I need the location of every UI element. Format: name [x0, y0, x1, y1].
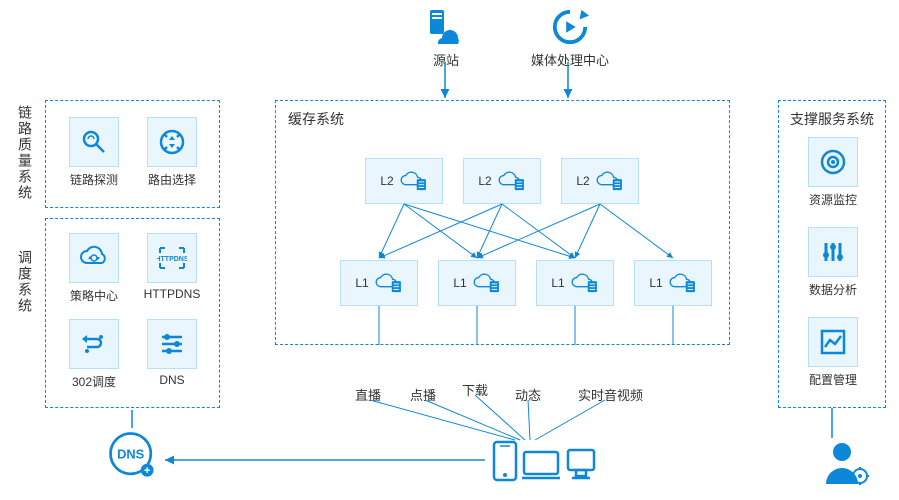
origin-label: 源站 [422, 50, 470, 69]
cloud-server-icon [473, 272, 501, 294]
l1-label-3: L1 [649, 276, 662, 290]
admin-icon [820, 440, 870, 489]
svg-text:HTTPDNS: HTTPDNS [157, 256, 187, 263]
monitor-card: 资源监控 [801, 137, 865, 208]
l2-node-1: L2 [463, 158, 541, 204]
client-dl: 下载 [462, 380, 488, 399]
support-panel: 支撑服务系统 资源监控 数据分析 配置管理 [778, 100, 886, 408]
httpdns-card: HTTPDNS HTTPDNS [142, 233, 202, 301]
analytics-card: 数据分析 [801, 227, 865, 298]
dns-label: DNS [142, 373, 202, 387]
302-label: 302调度 [64, 373, 124, 390]
analytics-label: 数据分析 [801, 281, 865, 298]
client-vod: 点播 [410, 385, 436, 404]
dns-circle-text: DNS [117, 446, 145, 461]
redirect-icon [69, 319, 119, 369]
sliders-icon [147, 319, 197, 369]
httpdns-label: HTTPDNS [142, 287, 202, 301]
l1-node-1: L1 [438, 260, 516, 306]
route-select-label: 路由选择 [142, 171, 202, 188]
strategy-center-label: 策略中心 [64, 287, 124, 304]
route-select-card: 路由选择 [142, 117, 202, 188]
cache-title: 缓存系统 [288, 109, 344, 129]
l2-label-2: L2 [576, 174, 589, 188]
devices-icon [492, 440, 602, 487]
cloud-server-icon [596, 170, 624, 192]
link-probe-card: 链路探测 [64, 117, 124, 188]
302-card: 302调度 [64, 319, 124, 390]
client-dynamic: 动态 [515, 385, 541, 404]
origin-site: 源站 [422, 8, 470, 69]
dns-circle: DNS [105, 428, 160, 486]
support-title: 支撑服务系统 [779, 109, 885, 129]
media-label: 媒体处理中心 [530, 50, 610, 69]
l1-label-1: L1 [453, 276, 466, 290]
l2-label-0: L2 [380, 174, 393, 188]
link-probe-icon [69, 117, 119, 167]
scheduler-panel: 策略中心 HTTPDNS HTTPDNS 302调度 DNS [45, 218, 220, 408]
link-quality-title: 链路质量系统 [15, 105, 35, 201]
chart-icon [808, 317, 858, 367]
cloud-server-icon [400, 170, 428, 192]
cloud-sync-icon [69, 233, 119, 283]
strategy-center-card: 策略中心 [64, 233, 124, 304]
play-cycle-icon [551, 8, 589, 46]
l1-node-2: L1 [536, 260, 614, 306]
l1-label-2: L1 [551, 276, 564, 290]
link-probe-label: 链路探测 [64, 171, 124, 188]
client-live: 直播 [355, 385, 381, 404]
l2-node-2: L2 [561, 158, 639, 204]
l1-node-0: L1 [340, 260, 418, 306]
cloud-server-icon [498, 170, 526, 192]
l2-node-0: L2 [365, 158, 443, 204]
config-card: 配置管理 [801, 317, 865, 388]
l2-label-1: L2 [478, 174, 491, 188]
monitor-label: 资源监控 [801, 191, 865, 208]
dns-card: DNS [142, 319, 202, 387]
cloud-server-icon [375, 272, 403, 294]
cloud-server-icon [571, 272, 599, 294]
bars-icon [808, 227, 858, 277]
cache-panel: 缓存系统 [275, 100, 730, 345]
l1-node-3: L1 [634, 260, 712, 306]
l1-label-0: L1 [355, 276, 368, 290]
config-label: 配置管理 [801, 371, 865, 388]
link-quality-panel: 链路探测 路由选择 [45, 100, 220, 208]
eye-icon [808, 137, 858, 187]
route-select-icon [147, 117, 197, 167]
scheduler-title: 调度系统 [15, 250, 35, 314]
httpdns-icon: HTTPDNS [147, 233, 197, 283]
cloud-server-icon [669, 272, 697, 294]
media-center: 媒体处理中心 [530, 8, 610, 69]
server-cloud-icon [422, 8, 470, 46]
client-rtc: 实时音视频 [578, 385, 643, 404]
